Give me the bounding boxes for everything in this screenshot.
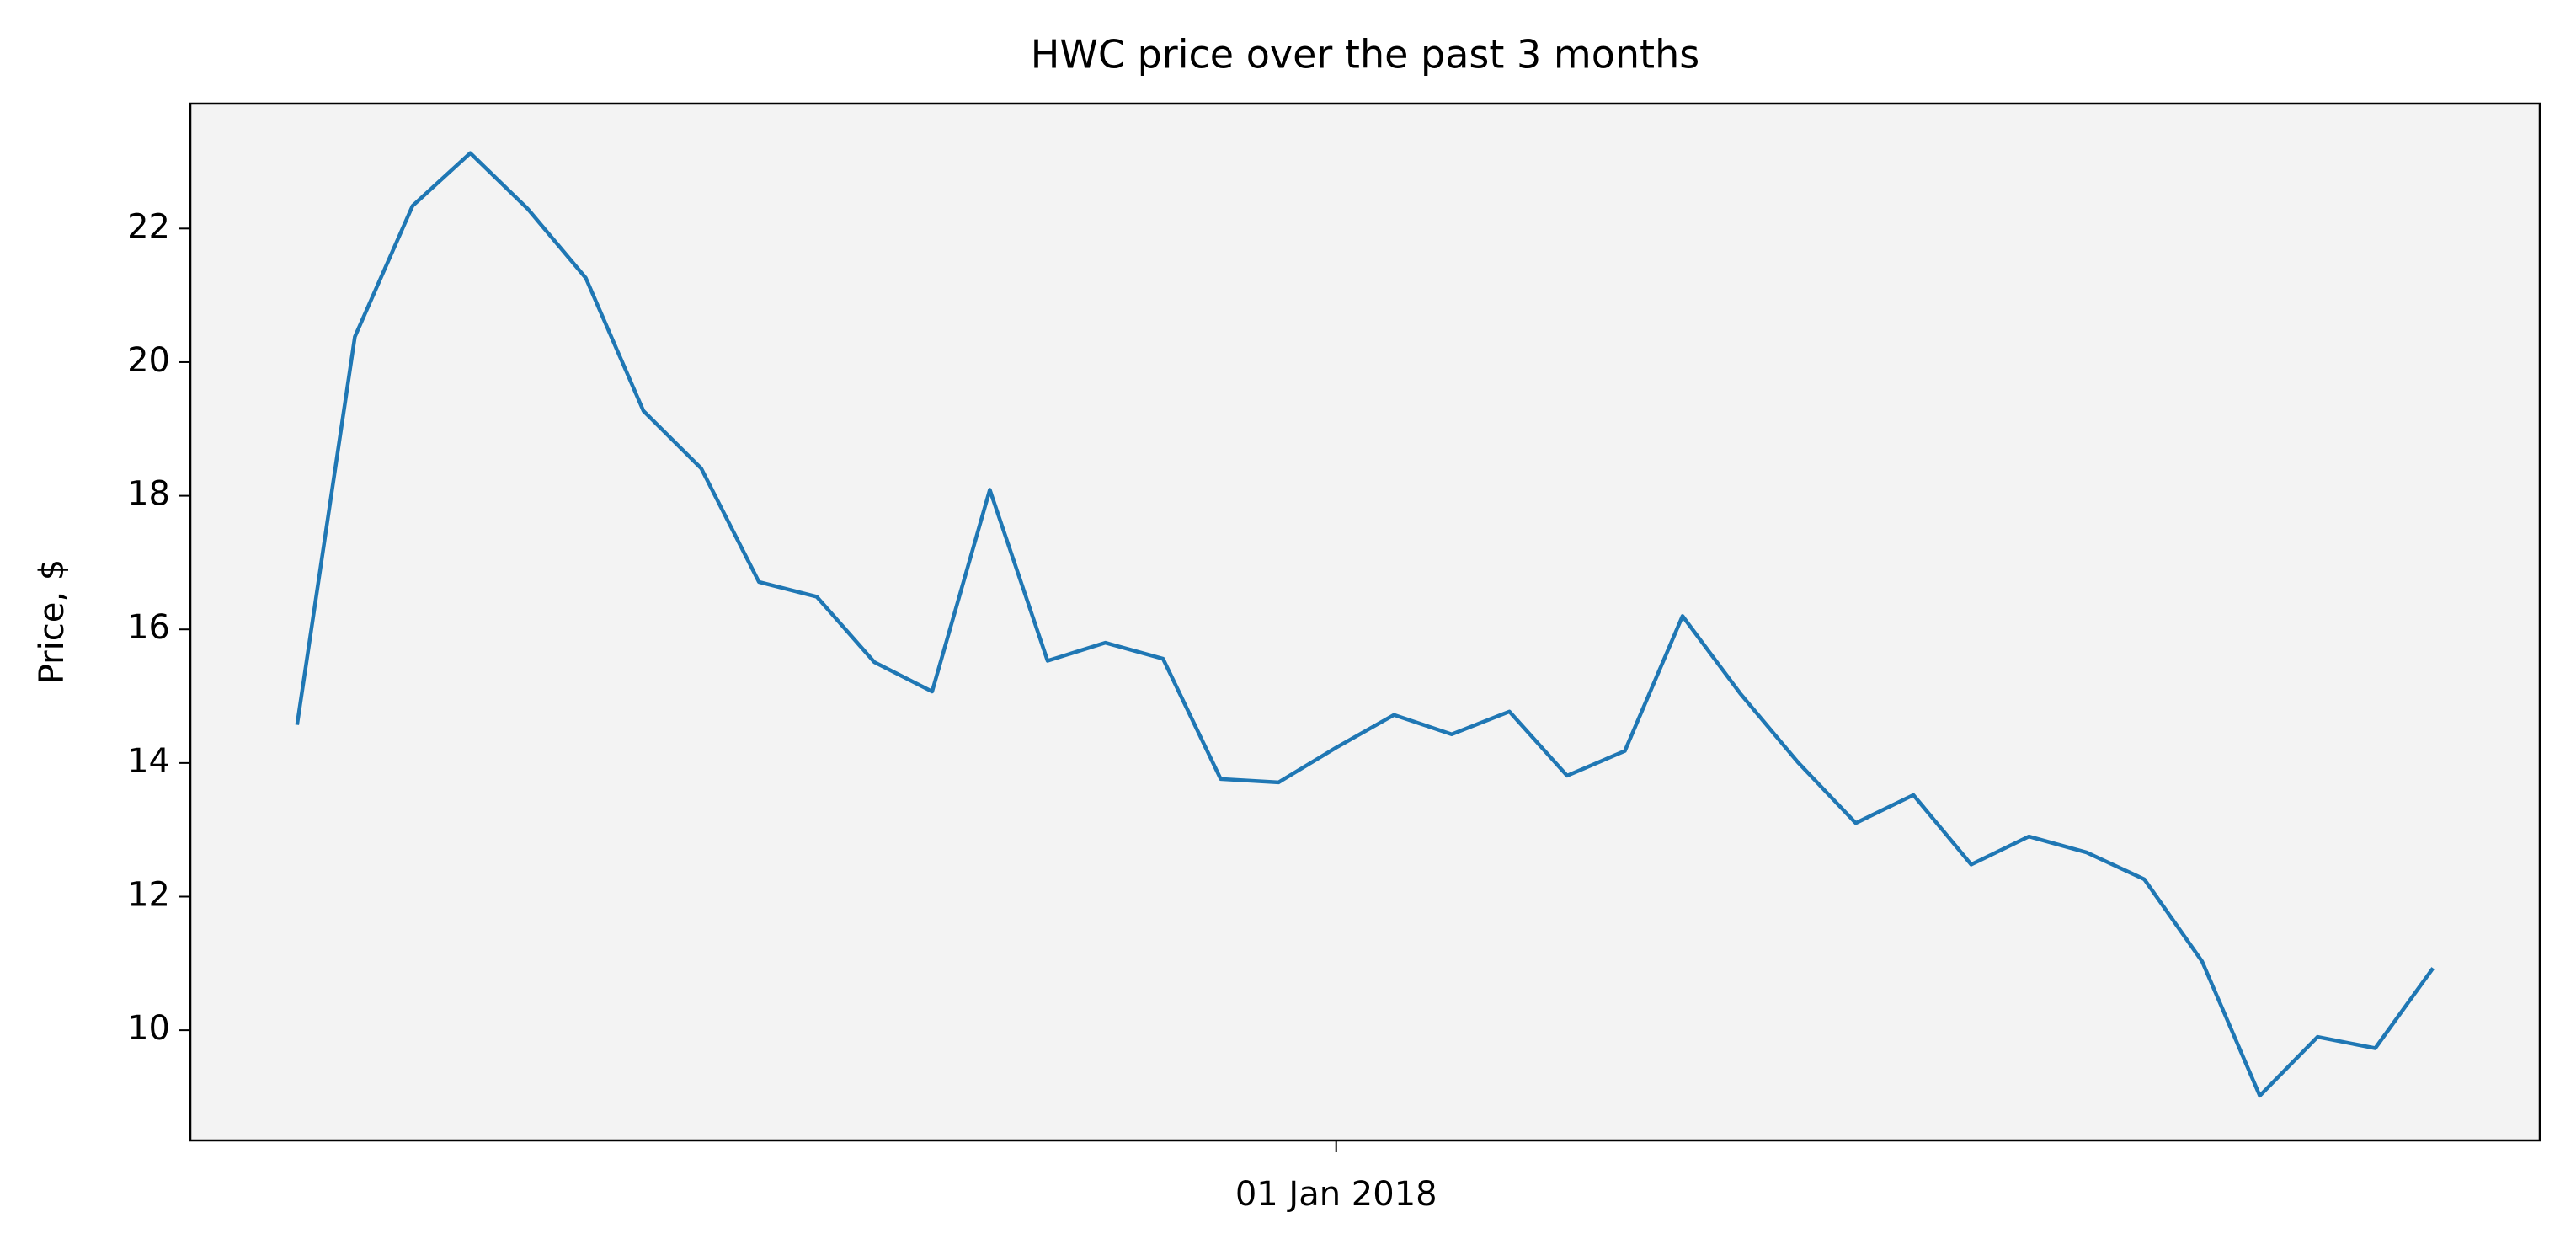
y-tick-label: 20 xyxy=(127,341,170,380)
y-tick-label: 10 xyxy=(127,1009,170,1048)
y-tick-label: 22 xyxy=(127,207,170,246)
chart-title: HWC price over the past 3 months xyxy=(1031,32,1699,77)
x-tick-label: 01 Jan 2018 xyxy=(1235,1175,1437,1214)
y-tick-label: 14 xyxy=(127,742,170,781)
y-tick-label: 16 xyxy=(127,608,170,647)
y-axis-label: Price, $ xyxy=(33,559,72,684)
y-tick-label: 12 xyxy=(127,875,170,914)
plot-frame xyxy=(189,102,2541,1142)
y-tick-label: 18 xyxy=(127,475,170,514)
plot-area xyxy=(190,104,2540,1140)
line-series xyxy=(295,151,2435,1098)
